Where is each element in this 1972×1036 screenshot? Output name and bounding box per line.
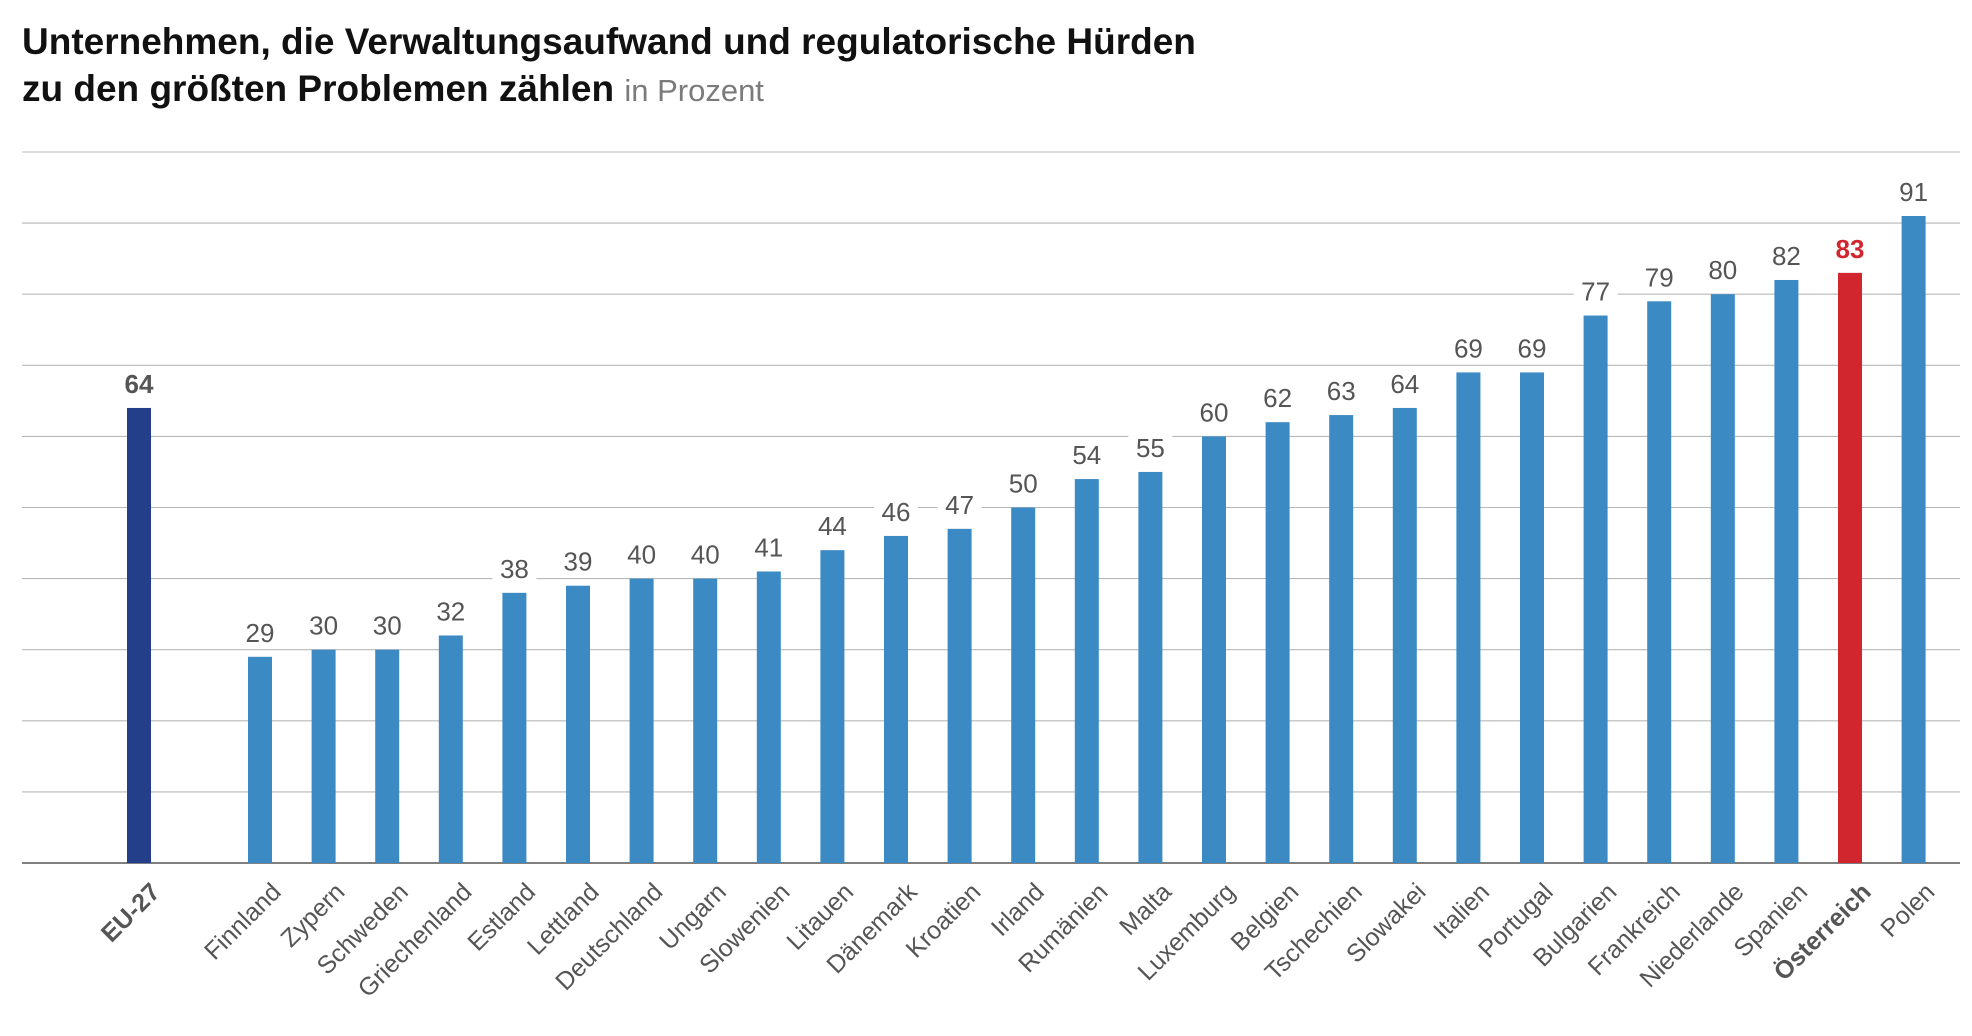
value-label-bg-slowakei — [1382, 367, 1427, 398]
value-label-griechenland: 32 — [436, 596, 465, 626]
category-labels: EU-27 FinnlandZypernSchwedenGriechenlandE… — [96, 877, 1941, 1003]
chart-title: Unternehmen, die Verwaltungsaufwand und … — [22, 18, 1196, 114]
value-label-bg-deutschland — [619, 538, 664, 569]
value-label-lettland: 39 — [564, 547, 593, 577]
value-label-bg-spanien — [1764, 239, 1809, 270]
value-label-bg-slowenien — [746, 531, 791, 562]
bar-bulgarien — [1583, 315, 1608, 863]
value-label-bg-finnland — [238, 616, 282, 647]
value-label-bg-frankreich — [1637, 261, 1682, 292]
value-label-ungarn: 40 — [691, 540, 720, 570]
value-label-spanien: 82 — [1772, 241, 1801, 271]
value-label-bulgarien: 77 — [1581, 277, 1610, 307]
value-label-rumänien: 54 — [1072, 440, 1101, 470]
title-line-1: Unternehmen, die Verwaltungsaufwand und … — [22, 21, 1196, 62]
value-label-bg-belgien — [1255, 382, 1300, 413]
value-label-niederlande: 80 — [1708, 255, 1737, 285]
value-label-bg-malta — [1128, 431, 1173, 462]
bar-luxemburg — [1202, 436, 1226, 863]
value-label-belgien: 62 — [1263, 383, 1292, 413]
value-label-bg-tschechien — [1319, 375, 1364, 406]
value-label-bg-bulgarien — [1573, 275, 1618, 306]
bars — [127, 215, 1926, 864]
value-label-bg-niederlande — [1700, 254, 1745, 285]
bar-finnland — [248, 656, 272, 863]
value-label-bg-kroatien — [937, 488, 982, 519]
bar-rumänien — [1074, 479, 1099, 863]
category-label-eu-27: EU-27 — [96, 878, 166, 948]
value-label-estland: 38 — [500, 554, 529, 584]
value-label-bg-irland — [1001, 467, 1046, 498]
bar-italien — [1456, 372, 1481, 863]
value-label-bg-polen — [1891, 175, 1936, 206]
value-label-slowakei: 64 — [1390, 369, 1419, 399]
bar-zypern — [311, 649, 336, 863]
bar-griechenland — [438, 635, 463, 863]
value-label-bg-portugal — [1510, 332, 1554, 363]
value-label-slowenien: 41 — [754, 532, 783, 562]
value-label-litauen: 44 — [818, 511, 847, 541]
bar-ungarn — [693, 578, 718, 863]
value-label-bg-griechenland — [428, 595, 473, 626]
category-label-griechenland: Griechenland — [353, 878, 478, 1003]
value-label-bg-italien — [1446, 332, 1491, 363]
value-label-bg-eu-27 — [117, 367, 161, 398]
value-label-irland: 50 — [1009, 469, 1038, 499]
bar-irland — [1011, 507, 1036, 863]
value-label-italien: 69 — [1454, 333, 1483, 363]
bar-lettland — [566, 585, 590, 863]
value-label-schweden: 30 — [373, 611, 402, 641]
bar-österreich — [1838, 272, 1862, 863]
bar-tschechien — [1329, 415, 1354, 863]
value-label-dänemark: 46 — [882, 497, 911, 527]
value-label-bg-rumänien — [1064, 439, 1109, 470]
unit-label: in Prozent — [624, 73, 764, 108]
bar-deutschland — [629, 578, 654, 863]
bar-slowakei — [1392, 407, 1417, 863]
value-label-bg-zypern — [301, 609, 346, 640]
value-label-österreich: 83 — [1836, 234, 1865, 264]
category-label-finnland: Finnland — [199, 878, 287, 966]
bar-polen — [1901, 215, 1926, 864]
value-label-bg-luxemburg — [1192, 396, 1236, 427]
value-label-bg-dänemark — [874, 495, 918, 526]
bar-portugal — [1520, 372, 1544, 863]
title-line-2: zu den größten Problemen zählen in Proze… — [22, 65, 1196, 114]
value-label-bg-schweden — [365, 609, 410, 640]
value-label-malta: 55 — [1136, 433, 1165, 463]
bar-belgien — [1265, 422, 1290, 863]
value-label-kroatien: 47 — [945, 490, 974, 520]
bar-litauen — [820, 550, 845, 863]
value-label-finnland: 29 — [246, 618, 275, 648]
bar-slowenien — [756, 571, 781, 863]
value-label-frankreich: 79 — [1645, 262, 1674, 292]
value-label-eu-27: 64 — [125, 369, 154, 399]
value-label-bg-litauen — [810, 510, 855, 541]
bar-estland — [502, 592, 527, 863]
bar-malta — [1138, 471, 1163, 863]
value-label-bg-estland — [492, 552, 537, 583]
category-label-polen: Polen — [1875, 878, 1940, 943]
bar-spanien — [1774, 279, 1799, 864]
gridlines — [22, 151, 1960, 864]
value-label-tschechien: 63 — [1327, 376, 1356, 406]
bar-eu-27 — [127, 407, 151, 863]
value-label-polen: 91 — [1899, 177, 1928, 207]
bar-frankreich — [1647, 301, 1672, 863]
value-label-zypern: 30 — [309, 611, 338, 641]
value-labels: 64 29 30 30 32 38 39 40 40 41 44 46 47 50 54 55 60 62 63 64… — [117, 175, 1936, 648]
value-label-luxemburg: 60 — [1200, 397, 1229, 427]
value-label-bg-österreich — [1828, 232, 1872, 263]
value-label-bg-ungarn — [683, 538, 728, 569]
bar-niederlande — [1710, 294, 1735, 863]
value-label-portugal: 69 — [1518, 333, 1547, 363]
value-label-deutschland: 40 — [627, 540, 656, 570]
bar-kroatien — [947, 528, 972, 863]
bar-schweden — [375, 649, 400, 863]
value-label-bg-lettland — [556, 545, 600, 576]
bar-dänemark — [884, 535, 908, 863]
title-line-2-text: zu den größten Problemen zählen — [22, 68, 615, 109]
